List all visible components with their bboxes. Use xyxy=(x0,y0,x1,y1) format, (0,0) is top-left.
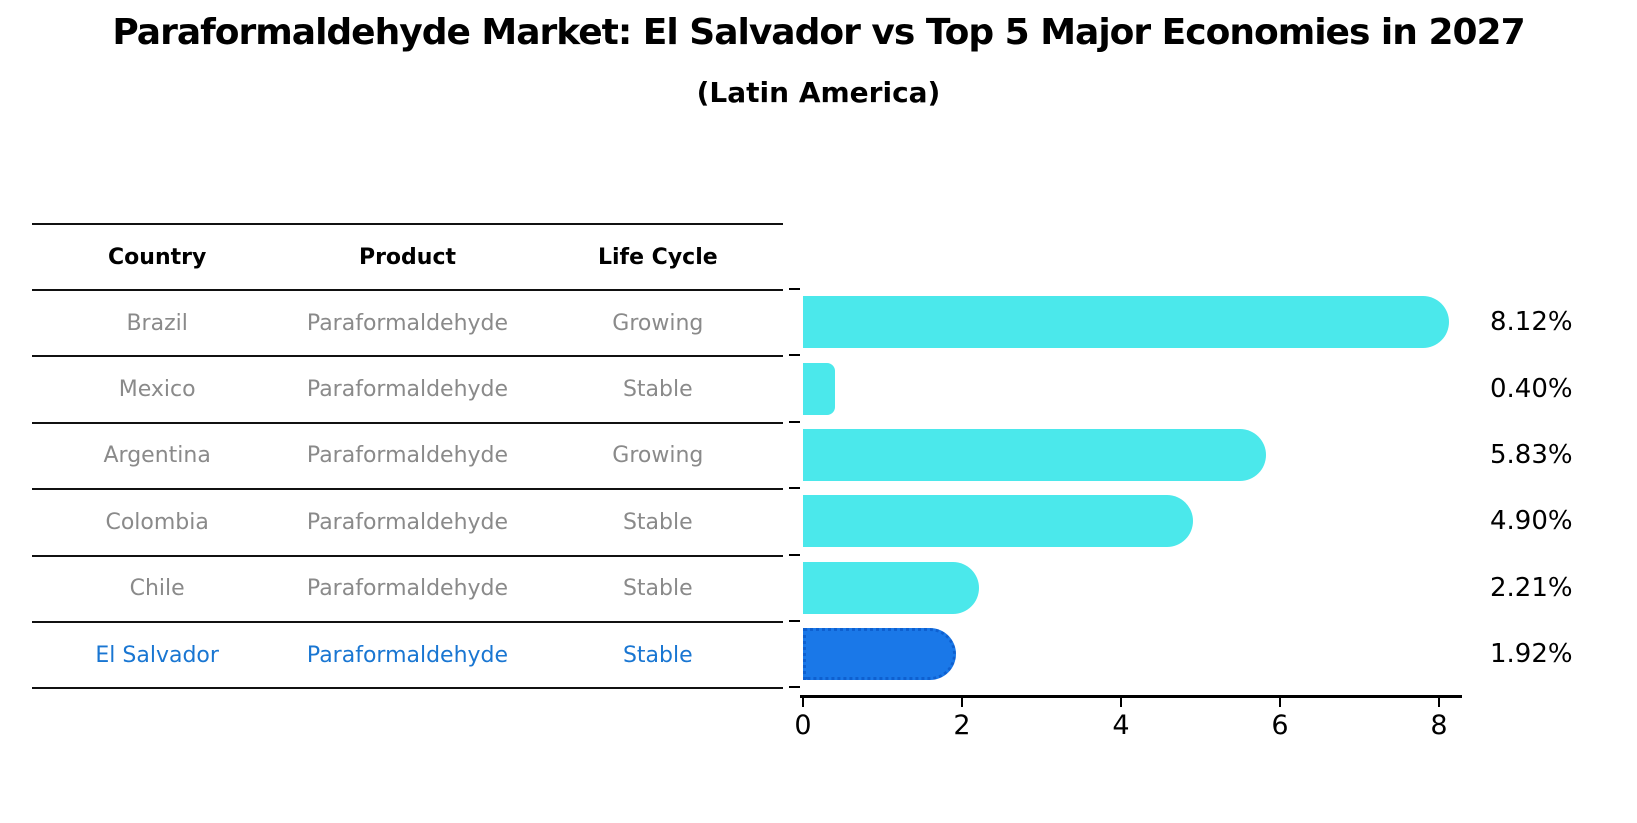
bar-el-salvador xyxy=(803,628,956,681)
value-label-colombia: 4.90% xyxy=(1490,506,1573,537)
x-axis-tick xyxy=(802,698,804,707)
table-row-chile: Chile Paraformaldehyde Stable xyxy=(32,557,783,623)
country-table: Country Product Life Cycle Brazil Parafor… xyxy=(32,223,783,690)
y-axis-tick xyxy=(789,487,800,490)
value-label-argentina: 5.83% xyxy=(1490,440,1573,470)
cell-life-cycle: Growing xyxy=(612,310,704,336)
table-row-mexico: Mexico Paraformaldehyde Stable xyxy=(32,357,783,424)
value-label-el-salvador: 1.92% xyxy=(1490,639,1573,670)
cell-country: Colombia xyxy=(105,509,209,535)
cell-life-cycle: Stable xyxy=(622,377,693,403)
table-row-colombia: Colombia Paraformaldehyde Stable xyxy=(32,490,783,557)
bar-chart: 8.12% 0.40% 5.83% 4.90% 2.21% 1.92% 0 2 4 6 8 xyxy=(789,223,1637,803)
bar-mexico xyxy=(803,362,835,415)
x-tick-label-2: 2 xyxy=(953,710,971,741)
chart-title: Paraformaldehyde Market: El Salvador vs … xyxy=(112,12,1525,53)
bar-argentina xyxy=(803,429,1267,481)
cell-life-cycle: Growing xyxy=(612,443,704,469)
cell-product: Paraformaldehyde xyxy=(306,310,509,336)
cell-product: Paraformaldehyde xyxy=(306,576,509,602)
cell-product: Paraformaldehyde xyxy=(306,443,509,469)
y-axis-tick xyxy=(789,420,800,423)
x-axis-tick xyxy=(1438,698,1440,707)
cell-product: Paraformaldehyde xyxy=(306,642,509,668)
y-axis-tick xyxy=(789,288,800,290)
x-axis-tick xyxy=(1279,698,1281,707)
x-tick-label-6: 6 xyxy=(1271,710,1289,741)
x-tick-label-8: 8 xyxy=(1430,710,1448,741)
value-label-brazil: 8.12% xyxy=(1490,307,1573,338)
cell-country: Brazil xyxy=(126,310,188,336)
bar-chile xyxy=(803,561,979,614)
y-axis-tick xyxy=(789,553,800,556)
value-label-mexico: 0.40% xyxy=(1490,373,1573,404)
cell-country: Chile xyxy=(129,576,185,602)
table-header-row: Country Product Life Cycle xyxy=(32,225,783,291)
x-axis-line xyxy=(800,695,1462,698)
cell-country: Mexico xyxy=(118,377,196,403)
x-axis-tick xyxy=(1120,698,1122,707)
x-tick-label-0: 0 xyxy=(794,710,812,741)
y-axis-tick xyxy=(789,620,800,622)
table-row-brazil: Brazil Paraformaldehyde Growing xyxy=(32,291,783,358)
column-header-product: Product xyxy=(358,244,457,270)
y-axis-tick xyxy=(789,354,800,357)
cell-product: Paraformaldehyde xyxy=(306,509,509,535)
x-tick-label-4: 4 xyxy=(1112,710,1130,741)
value-label-chile: 2.21% xyxy=(1490,572,1573,603)
cell-life-cycle: Stable xyxy=(622,509,693,535)
cell-product: Paraformaldehyde xyxy=(306,377,509,403)
x-axis-tick xyxy=(961,698,963,707)
column-header-country: Country xyxy=(108,244,207,270)
cell-life-cycle: Stable xyxy=(622,642,693,668)
bar-brazil xyxy=(803,296,1449,349)
cell-life-cycle: Stable xyxy=(622,576,693,602)
bar-colombia xyxy=(803,495,1193,548)
cell-country: El Salvador xyxy=(95,642,219,668)
chart-subtitle: (Latin America) xyxy=(696,76,941,109)
cell-country: Argentina xyxy=(103,443,211,469)
table-row-argentina: Argentina Paraformaldehyde Growing xyxy=(32,424,783,491)
column-header-life-cycle: Life Cycle xyxy=(597,244,718,270)
table-row-el-salvador: El Salvador Paraformaldehyde Stable xyxy=(32,623,783,690)
y-axis-tick xyxy=(789,686,800,689)
